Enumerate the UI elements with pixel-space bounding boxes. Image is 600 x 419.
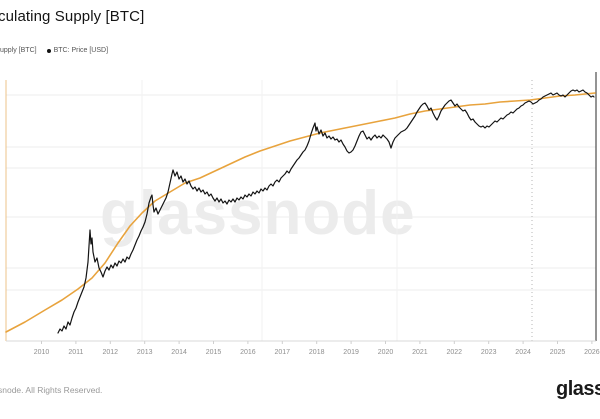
x-tick-label: 2016 xyxy=(240,349,256,356)
x-tick-label: 2011 xyxy=(68,349,83,356)
x-tick-label: 2024 xyxy=(515,349,531,356)
legend-item-price[interactable]: BTC: Price [USD] xyxy=(46,47,109,54)
x-tick-label: 2019 xyxy=(343,349,359,356)
price-line-series[interactable] xyxy=(57,89,595,334)
x-tick-label: 2014 xyxy=(171,349,187,356)
legend-price-dot-icon xyxy=(46,48,51,53)
legend-item-supply-label: upply [BTC] xyxy=(0,47,37,54)
x-tick-label: 2022 xyxy=(447,349,463,356)
x-tick-label: 2017 xyxy=(275,349,291,356)
x-tick-label: 2021 xyxy=(412,349,428,356)
legend-item-price-label: BTC: Price [USD] xyxy=(53,47,109,54)
x-tick-label: 2023 xyxy=(481,349,497,356)
supply-line-series[interactable] xyxy=(5,92,596,333)
chart-legend: upply [BTC] BTC: Price [USD] xyxy=(0,47,108,54)
x-tick-label: 2026 xyxy=(584,349,600,356)
x-tick-label: 2012 xyxy=(103,349,119,356)
x-tick-label: 2010 xyxy=(34,349,50,356)
glassnode-logo[interactable]: glass xyxy=(556,378,600,400)
page-title: culating Supply [BTC] xyxy=(0,8,145,25)
legend-item-supply[interactable]: upply [BTC] xyxy=(0,47,37,54)
x-tick-label: 2020 xyxy=(378,349,394,356)
x-tick-label: 2015 xyxy=(206,349,222,356)
x-tick-label: 2013 xyxy=(137,349,153,356)
x-tick-label: 2025 xyxy=(550,349,566,356)
copyright-text: snode. All Rights Reserved. xyxy=(0,385,103,395)
x-tick-label: 2018 xyxy=(309,349,325,356)
